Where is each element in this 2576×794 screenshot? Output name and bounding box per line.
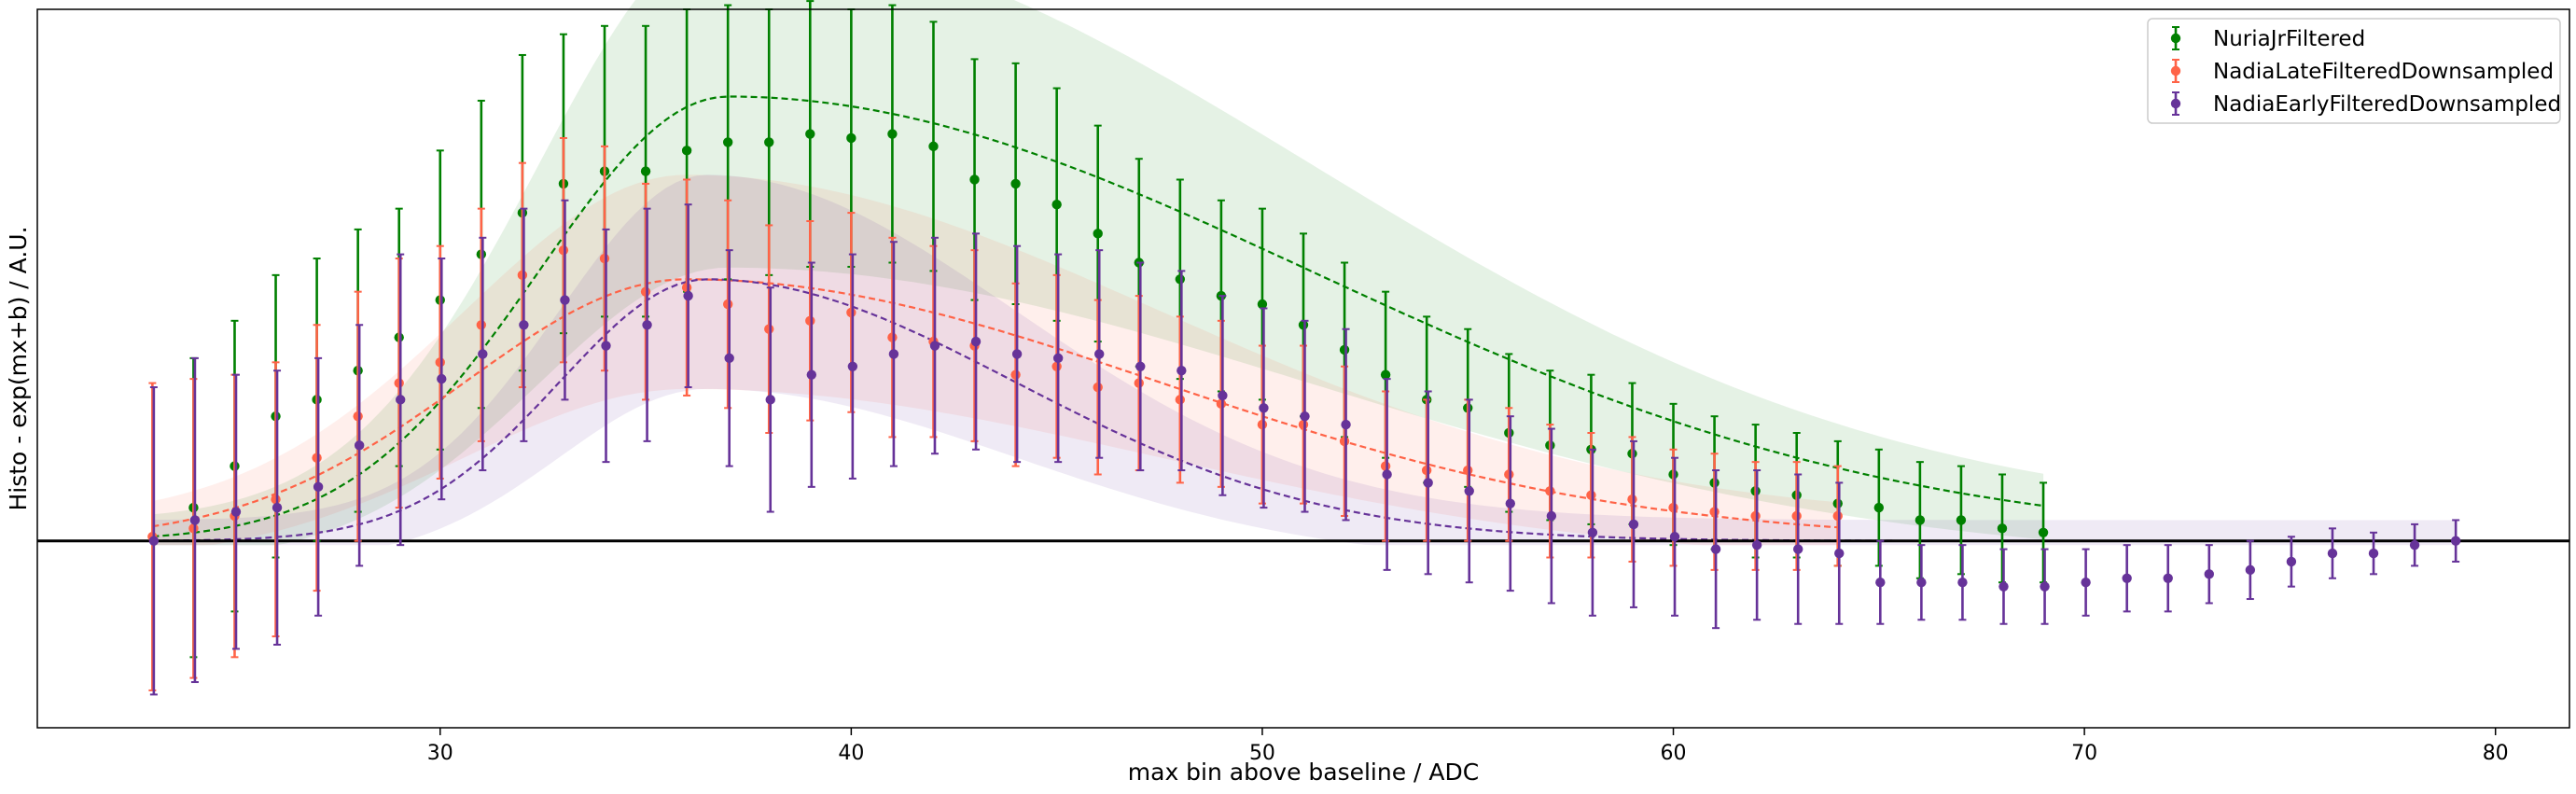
point-series-2-42: [1875, 539, 1886, 625]
point-series-2-49: [2163, 544, 2173, 613]
data-points: [147, 0, 2461, 696]
point-series-0-20: [1010, 62, 1021, 306]
legend: NuriaJrFiltered NadiaLateFilteredDownsamp…: [2147, 18, 2561, 124]
x-axis-label: max bin above baseline / ADC: [1128, 759, 1479, 786]
legend-entry-1: NadiaLateFilteredDownsampled: [2170, 59, 2554, 84]
legend-label-1: NadiaLateFilteredDownsampled: [2213, 60, 2554, 84]
legend-entry-0: NuriaJrFiltered: [2170, 26, 2365, 51]
point-series-2-41: [1834, 481, 1845, 625]
point-series-2-44: [1957, 544, 1968, 621]
point-series-2-3: [272, 369, 283, 646]
x-tick-label-4: 70: [2071, 742, 2097, 765]
legend-label-2: NadiaEarlyFilteredDownsampled: [2213, 92, 2561, 117]
point-series-2-56: [2450, 519, 2461, 563]
x-tick-label-0: 30: [427, 742, 453, 765]
point-series-2-9: [519, 207, 529, 442]
y-axis-label: Histo - exp(mx+b) / A.U.: [5, 226, 32, 510]
point-series-2-54: [2368, 531, 2379, 576]
point-series-2-17: [847, 253, 858, 480]
point-series-2-36: [1628, 439, 1639, 608]
point-series-1-3: [271, 361, 281, 638]
legend-entry-2: NadiaEarlyFilteredDownsampled: [2170, 91, 2561, 117]
point-series-2-48: [2122, 544, 2132, 613]
point-series-2-39: [1751, 469, 1762, 621]
point-series-2-16: [806, 261, 816, 488]
fit-line-series-0: [152, 95, 2044, 538]
point-series-2-0: [148, 386, 160, 696]
point-series-2-4: [313, 356, 324, 617]
point-series-2-30: [1382, 378, 1392, 571]
point-series-0-43: [1956, 465, 1967, 576]
x-tick-label-1: 40: [838, 742, 864, 765]
point-series-2-40: [1793, 473, 1803, 625]
point-series-2-31: [1423, 390, 1433, 576]
point-series-2-33: [1505, 415, 1515, 592]
point-series-2-25: [1177, 270, 1187, 472]
point-series-2-50: [2204, 544, 2214, 605]
point-series-2-53: [2327, 527, 2338, 579]
point-series-2-55: [2409, 522, 2420, 567]
point-series-2-20: [970, 232, 982, 451]
point-series-2-34: [1546, 427, 1557, 605]
point-series-2-46: [2040, 548, 2050, 625]
x-tick-label-3: 60: [1661, 742, 1687, 765]
point-series-0-41: [1873, 448, 1885, 567]
x-axis-ticks: 30 40 50 60 70 80: [427, 728, 2509, 765]
point-series-2-11: [601, 228, 611, 464]
point-series-2-45: [1998, 548, 2009, 625]
point-series-2-51: [2245, 539, 2256, 601]
point-series-2-28: [1300, 319, 1310, 513]
point-series-2-2: [230, 373, 242, 650]
point-series-2-8: [478, 236, 488, 472]
point-series-2-22: [1052, 253, 1064, 464]
point-series-2-5: [354, 324, 365, 567]
point-series-2-23: [1094, 249, 1105, 459]
x-tick-label-2: 50: [1249, 742, 1275, 765]
point-series-2-21: [1011, 244, 1023, 464]
legend-label-0: NuriaJrFiltered: [2213, 27, 2365, 51]
point-series-2-14: [724, 249, 734, 467]
point-series-2-7: [437, 258, 447, 501]
point-series-2-29: [1341, 327, 1351, 522]
point-series-2-24: [1135, 261, 1146, 472]
point-series-2-32: [1464, 398, 1474, 584]
x-tick-label-5: 80: [2483, 742, 2509, 765]
point-series-2-12: [642, 207, 652, 442]
point-series-0-42: [1915, 461, 1926, 579]
point-series-2-27: [1259, 307, 1269, 509]
point-series-2-1: [189, 356, 201, 684]
point-series-2-15: [765, 286, 775, 513]
point-series-1-4: [312, 324, 322, 592]
point-series-2-26: [1218, 295, 1228, 496]
point-series-2-37: [1669, 456, 1680, 617]
point-series-2-6: [396, 253, 406, 547]
point-series-2-18: [888, 241, 899, 467]
point-series-2-19: [929, 236, 940, 455]
point-series-2-47: [2081, 548, 2091, 617]
point-series-2-13: [683, 203, 693, 389]
point-series-2-43: [1916, 544, 1927, 621]
point-series-1-1: [188, 378, 199, 679]
legend-box: [2147, 18, 2561, 124]
fit-line-series-1: [152, 278, 1838, 529]
plot-frame: [36, 8, 2570, 729]
point-series-2-38: [1710, 469, 1721, 630]
point-series-2-52: [2286, 536, 2297, 588]
band-series-1: [152, 174, 1838, 546]
point-series-2-10: [560, 199, 570, 401]
point-series-2-35: [1587, 448, 1598, 617]
